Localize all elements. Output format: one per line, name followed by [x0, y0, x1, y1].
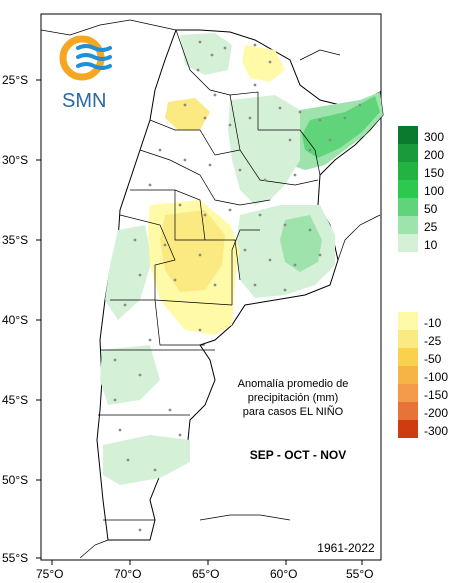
legend-negative-swatch [398, 348, 418, 366]
anomaly-yellow-tucuman [165, 98, 210, 130]
legend-positive-label: 150 [424, 166, 444, 180]
smn-logo: SMN [59, 35, 112, 112]
anomaly-yellow-center-core [160, 210, 225, 292]
anomaly-green-littoral [228, 95, 300, 205]
anomaly-yellow-north [242, 45, 285, 82]
lon-tick-label: 75°O [36, 567, 63, 581]
station-markers [113, 40, 362, 532]
caption-line-3: para casos EL NIÑO [243, 405, 344, 418]
logo-text: SMN [62, 90, 106, 112]
lat-tick-label: 50°S [2, 473, 28, 487]
legend-negative-label: -10 [424, 316, 442, 330]
anomaly-green-northwest [180, 33, 232, 75]
lon-axis: 75°O 70°O 65°O 60°O 55°O [36, 560, 373, 581]
legend-positive-swatch [398, 144, 418, 162]
map-caption: Anomalía promedio de precipitación (mm) … [238, 378, 349, 418]
anomaly-green-northeast-core [302, 96, 380, 158]
anomaly-green-andes [105, 225, 152, 320]
legend-negative-label: -50 [424, 352, 442, 366]
legend-positive-swatch [398, 216, 418, 234]
legend-positive-swatch [398, 162, 418, 180]
legend-positive-label: 300 [424, 130, 444, 144]
legend-positive-swatch [398, 180, 418, 198]
lat-tick-label: 55°S [2, 551, 28, 565]
legend-negative-swatch [398, 366, 418, 384]
lat-axis: 25°S 30°S 35°S 40°S 45°S 50°S 55°S [2, 73, 41, 565]
lon-tick-label: 65°O [192, 567, 219, 581]
logo-waves-icon [76, 44, 112, 70]
legend-positive-label: 200 [424, 148, 444, 162]
map-area [40, 19, 384, 559]
anomaly-green-pampas-core [280, 215, 322, 272]
legend-negative-swatch [398, 330, 418, 348]
caption-line-1: Anomalía promedio de [238, 378, 349, 390]
neighbor-borders [40, 19, 381, 559]
legend-positive-swatch [398, 126, 418, 144]
legend-positive-label: 25 [424, 220, 438, 234]
legend-negative-swatch [398, 384, 418, 402]
lon-tick-label: 60°O [270, 567, 297, 581]
lat-tick-label: 35°S [2, 233, 28, 247]
legend-positive-swatch [398, 198, 418, 216]
period-label: 1961-2022 [317, 541, 375, 555]
legend-negative-swatch [398, 420, 418, 438]
legend-negative-label: -200 [424, 406, 448, 420]
anomaly-green-patagonia-south [103, 435, 190, 485]
province-borders [98, 29, 321, 521]
legend-negative-swatch [398, 402, 418, 420]
legend-negative-label: -100 [424, 370, 448, 384]
lat-tick-label: 45°S [2, 393, 28, 407]
lon-tick-label: 70°O [114, 567, 141, 581]
legend-positive-label: 100 [424, 184, 444, 198]
season-label: SEP - OCT - NOV [250, 448, 346, 462]
caption-line-2: precipitación (mm) [248, 392, 338, 404]
legend-negative-label: -300 [424, 424, 448, 438]
legend-negative-swatch [398, 312, 418, 330]
lat-tick-label: 40°S [2, 313, 28, 327]
lat-tick-label: 30°S [2, 153, 28, 167]
legend-positive-label: 10 [424, 238, 438, 252]
legend-negative-label: -150 [424, 388, 448, 402]
legend-positive-label: 50 [424, 202, 438, 216]
legend-positive-swatch [398, 234, 418, 252]
lat-tick-label: 25°S [2, 73, 28, 87]
lon-tick-label: 55°O [346, 567, 373, 581]
color-legend: 300 200 150 100 50 25 10 -10 -25 -50 -100 -150 -200 -… [398, 126, 448, 438]
legend-negative-label: -25 [424, 334, 442, 348]
